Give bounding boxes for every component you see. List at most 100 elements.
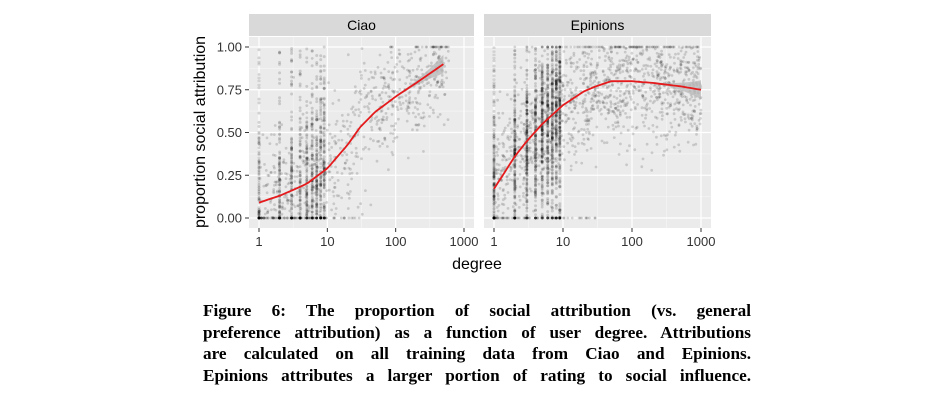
data-point [492, 83, 496, 87]
data-point [492, 216, 496, 220]
data-point [554, 180, 558, 184]
data-point [319, 139, 323, 143]
data-point [319, 77, 323, 81]
data-point [278, 165, 281, 169]
data-point [492, 213, 496, 217]
data-point [299, 207, 303, 211]
data-point [691, 70, 694, 74]
data-point [549, 141, 553, 144]
data-point [679, 92, 683, 96]
data-point [322, 107, 326, 110]
data-point [310, 154, 314, 157]
data-point [313, 162, 317, 166]
data-point [305, 203, 309, 207]
data-point [383, 77, 386, 81]
data-point [663, 75, 666, 79]
data-point [534, 74, 538, 78]
data-point [315, 209, 319, 213]
data-point [310, 195, 314, 199]
data-point [671, 95, 675, 99]
data-point [305, 120, 309, 124]
data-point [580, 216, 583, 220]
data-point [534, 134, 537, 138]
data-point [436, 115, 440, 119]
data-point [680, 118, 683, 122]
data-point [513, 123, 517, 127]
data-point [387, 83, 391, 86]
data-point [290, 147, 294, 151]
data-point [322, 162, 326, 166]
data-point [322, 78, 326, 82]
data-point [290, 186, 293, 189]
data-point [347, 216, 351, 220]
data-point [447, 59, 451, 63]
data-point [546, 216, 550, 220]
data-point [417, 48, 421, 52]
data-point [680, 95, 684, 98]
data-point [593, 70, 597, 73]
data-point [315, 216, 319, 220]
data-point [525, 154, 529, 157]
data-point [492, 190, 496, 193]
data-point [546, 122, 550, 125]
data-point [546, 197, 550, 201]
data-point [513, 129, 517, 133]
data-point [443, 93, 446, 96]
data-point [681, 110, 685, 114]
data-point [290, 148, 293, 152]
data-point [601, 70, 605, 74]
data-point [428, 90, 432, 93]
data-point [615, 76, 618, 80]
data-point [618, 112, 622, 116]
data-point [628, 144, 631, 148]
data-point [554, 58, 558, 62]
data-point [415, 67, 419, 71]
data-point [550, 82, 554, 86]
data-point [492, 157, 496, 160]
data-point [546, 100, 550, 104]
data-point [525, 183, 529, 187]
y-tick-label: 0.00 [217, 211, 242, 226]
data-point [319, 75, 323, 79]
data-point [354, 89, 358, 93]
data-point [298, 73, 302, 77]
data-point [298, 216, 302, 220]
data-point [441, 45, 444, 49]
data-point [534, 64, 537, 67]
data-point [606, 111, 610, 115]
data-point [558, 163, 562, 167]
data-point [640, 84, 644, 88]
caption-line-3: are calculated on all training data from… [203, 344, 751, 363]
data-point [610, 50, 613, 54]
data-point [305, 216, 309, 220]
data-point [534, 177, 537, 181]
data-point [278, 204, 281, 208]
data-point [293, 216, 297, 220]
data-point [558, 185, 562, 189]
data-point [308, 164, 312, 168]
data-point [315, 149, 319, 153]
data-point [305, 166, 309, 170]
data-point [257, 188, 261, 192]
data-point [377, 139, 381, 143]
data-point [278, 156, 282, 160]
data-point [290, 70, 294, 74]
data-point [310, 216, 314, 220]
data-point [635, 58, 638, 62]
data-point [518, 165, 522, 168]
data-point [422, 124, 426, 128]
data-point [540, 155, 544, 159]
data-point [258, 143, 262, 147]
data-point [298, 95, 302, 99]
data-point [299, 189, 302, 193]
data-point [310, 216, 314, 220]
data-point [525, 69, 529, 72]
data-point [343, 161, 347, 165]
data-point [304, 216, 307, 220]
data-point [687, 117, 691, 121]
data-point [663, 98, 667, 101]
data-point [534, 140, 538, 144]
data-point [310, 64, 314, 68]
data-point [564, 74, 568, 78]
data-point [554, 119, 558, 122]
